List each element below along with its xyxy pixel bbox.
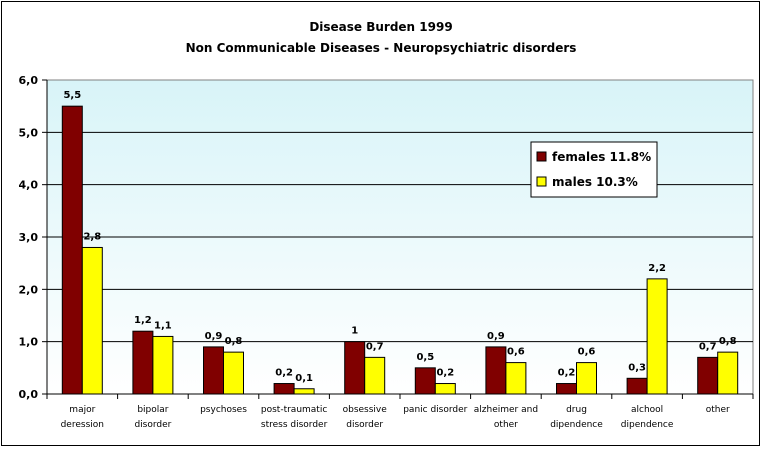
bar-males bbox=[152, 335, 174, 395]
bar-males bbox=[505, 362, 527, 395]
data-label: 0,5 bbox=[416, 352, 434, 363]
data-label: 0,7 bbox=[699, 341, 717, 352]
x-tick-label: panic disorder bbox=[403, 405, 467, 415]
y-tick-label: 4,0 bbox=[19, 179, 39, 192]
data-label: 1 bbox=[351, 326, 358, 337]
chart-title: Disease Burden 1999 bbox=[309, 20, 452, 34]
y-tick-label: 0,0 bbox=[19, 388, 39, 401]
x-tick-label: psychoses bbox=[200, 405, 247, 415]
data-label: 1,2 bbox=[134, 315, 152, 326]
x-tick-label: alzheimer and other bbox=[474, 405, 538, 430]
bar-males bbox=[293, 388, 315, 395]
x-tick-label: post-traumatic stress disorder bbox=[261, 405, 328, 430]
x-tick-label: major deression bbox=[61, 405, 104, 430]
legend: females 11.8% males 10.3% bbox=[530, 141, 658, 198]
data-label: 2,8 bbox=[83, 231, 101, 242]
y-tick-label: 5,0 bbox=[19, 126, 39, 139]
data-label: 0,1 bbox=[295, 373, 313, 384]
legend-swatch bbox=[536, 151, 547, 162]
bar-females bbox=[485, 346, 507, 395]
bar-females bbox=[414, 367, 436, 395]
bar-females bbox=[344, 341, 366, 395]
data-label: 0,9 bbox=[487, 331, 505, 342]
data-label: 0,2 bbox=[558, 368, 576, 379]
data-label: 0,8 bbox=[719, 336, 737, 347]
x-tick-label: drug dipendence bbox=[550, 405, 603, 430]
bar-males bbox=[717, 351, 739, 395]
legend-label: males 10.3% bbox=[552, 175, 638, 189]
bar-females bbox=[132, 330, 154, 395]
y-tick-label: 2,0 bbox=[19, 283, 39, 296]
data-label: 0,7 bbox=[366, 341, 384, 352]
bar-females bbox=[697, 356, 719, 395]
legend-swatch bbox=[536, 176, 547, 187]
x-tick-label: bipolar disorder bbox=[134, 405, 171, 430]
bar-males bbox=[364, 356, 386, 395]
bar-females bbox=[626, 377, 648, 395]
y-tick-label: 6,0 bbox=[19, 74, 39, 87]
bar-males bbox=[223, 351, 244, 395]
data-label: 0,6 bbox=[507, 347, 525, 358]
data-label: 0,9 bbox=[205, 331, 223, 342]
y-tick-label: 3,0 bbox=[19, 231, 39, 244]
bar-males bbox=[81, 246, 103, 395]
data-label: 1,1 bbox=[154, 320, 172, 331]
bar-females bbox=[273, 383, 295, 395]
x-tick-label: obsessive disorder bbox=[343, 405, 388, 430]
data-label: 0,2 bbox=[275, 368, 293, 379]
chart-subtitle: Non Communicable Diseases - Neuropsychia… bbox=[186, 41, 577, 55]
data-label: 2,2 bbox=[648, 263, 666, 274]
data-label: 0,2 bbox=[436, 368, 454, 379]
data-label: 5,5 bbox=[63, 90, 81, 101]
legend-box bbox=[530, 141, 658, 198]
bar-males bbox=[646, 278, 668, 395]
bar-females bbox=[556, 383, 577, 395]
legend-label: females 11.8% bbox=[552, 150, 651, 164]
bar-females bbox=[61, 105, 83, 395]
x-tick-label: alchool dipendence bbox=[621, 405, 674, 430]
y-tick-label: 1,0 bbox=[19, 336, 39, 349]
bar-males bbox=[434, 383, 456, 395]
data-label: 0,6 bbox=[578, 347, 596, 358]
x-tick-label: other bbox=[706, 405, 730, 415]
data-label: 0,8 bbox=[225, 336, 243, 347]
data-label: 0,3 bbox=[628, 362, 646, 373]
bar-males bbox=[576, 362, 597, 395]
bar-females bbox=[203, 346, 224, 395]
